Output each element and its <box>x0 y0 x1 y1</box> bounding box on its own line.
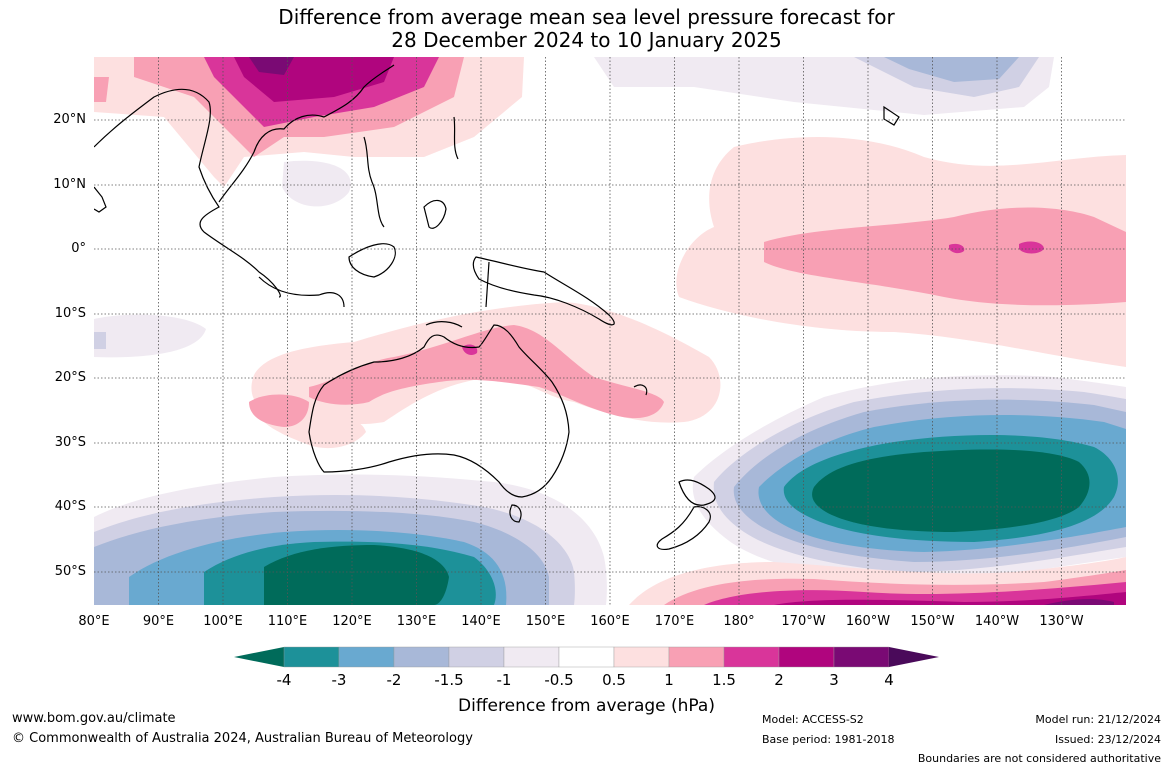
colorbar-tick-label: 1 <box>664 671 674 689</box>
positive-anomaly-southern-pacific <box>629 557 1126 605</box>
colorbar <box>234 646 939 668</box>
colorbar-segment <box>503 646 560 668</box>
latitude-label: 50°S <box>54 564 86 579</box>
longitude-label: 170°W <box>781 614 826 629</box>
colorbar-segment <box>393 646 450 668</box>
latitude-label: 0° <box>71 241 86 256</box>
latitude-label: 10°S <box>54 306 86 321</box>
colorbar-lower-extend <box>234 647 284 667</box>
colorbar-tick-label: 4 <box>884 671 894 689</box>
colorbar-tick-label: -2 <box>386 671 402 689</box>
colorbar-tick-label: -4 <box>276 671 292 689</box>
longitude-label: 160°E <box>590 614 630 629</box>
longitude-label: 90°E <box>142 614 175 629</box>
latitude-label: 10°N <box>53 177 86 192</box>
longitude-label: 140°W <box>974 614 1020 629</box>
colorbar-segment <box>448 646 505 668</box>
colorbar-segment <box>668 646 725 668</box>
colorbar-tick-label: -0.5 <box>544 671 574 689</box>
issued-date: Issued: 23/12/2024 <box>1054 733 1161 746</box>
colorbar-tick-label: 3 <box>829 671 839 689</box>
boundary-disclaimer: Boundaries are not considered authoritat… <box>917 752 1161 765</box>
positive-anomaly-central-pacific <box>676 137 1126 367</box>
negative-anomaly-southern-ocean <box>94 474 607 605</box>
copyright-notice: © Commonwealth of Australia 2024, Austra… <box>12 731 473 746</box>
longitude-label: 130°W <box>1039 614 1084 629</box>
longitude-label: 120°E <box>332 614 372 629</box>
longitude-label: 180° <box>723 614 755 629</box>
latitude-label: 30°S <box>54 435 86 450</box>
longitude-label: 80°E <box>78 614 110 629</box>
colorbar-segment <box>558 646 615 668</box>
longitude-label: 150°W <box>910 614 955 629</box>
colorbar-tick-label: -3 <box>331 671 347 689</box>
colorbar-segment <box>723 646 780 668</box>
model-name: Model: ACCESS-S2 <box>762 713 864 726</box>
negative-anomaly-north-pacific <box>594 57 1054 115</box>
longitude-label: 100°E <box>203 614 243 629</box>
latitude-label: 40°S <box>54 499 86 514</box>
coastlines <box>94 64 900 550</box>
colorbar-tick-label: 0.5 <box>602 671 626 689</box>
latitude-label: 20°N <box>53 112 86 127</box>
negative-anomaly-tasman-south-pacific <box>692 375 1126 582</box>
longitude-label: 150°E <box>525 614 566 629</box>
map-title-line-2: 28 December 2024 to 10 January 2025 <box>391 28 782 52</box>
colorbar-title: Difference from average (hPa) <box>458 696 715 716</box>
colorbar-tick-label: 1.5 <box>712 671 736 689</box>
negative-anomaly-south-china-sea <box>282 160 351 207</box>
colorbar-segment <box>283 646 340 668</box>
positive-anomaly-australia <box>249 302 721 449</box>
colorbar-tick-label: 2 <box>774 671 784 689</box>
website-url[interactable]: www.bom.gov.au/climate <box>12 711 176 726</box>
negative-anomaly-indian-ocean <box>94 314 206 358</box>
colorbar-segment <box>613 646 670 668</box>
colorbar-upper-extend <box>889 647 939 667</box>
longitude-label: 170°E <box>654 614 695 629</box>
map-title-line-1: Difference from average mean sea level p… <box>278 5 895 29</box>
longitude-label: 160°W <box>845 614 891 629</box>
colorbar-segment <box>778 646 835 668</box>
latitude-label: 20°S <box>54 370 86 385</box>
base-period: Base period: 1981-2018 <box>762 733 895 746</box>
longitude-label: 140°E <box>461 614 501 629</box>
colorbar-segment <box>338 646 395 668</box>
longitude-label: 130°E <box>396 614 437 629</box>
graticule <box>94 57 1126 605</box>
longitude-label: 110°E <box>267 614 308 629</box>
pressure-anomaly-map <box>94 57 1126 605</box>
colorbar-segment <box>833 646 890 668</box>
colorbar-tick-label: -1 <box>496 671 512 689</box>
model-run-date: Model run: 21/12/2024 <box>1035 713 1161 726</box>
colorbar-tick-label: -1.5 <box>434 671 464 689</box>
